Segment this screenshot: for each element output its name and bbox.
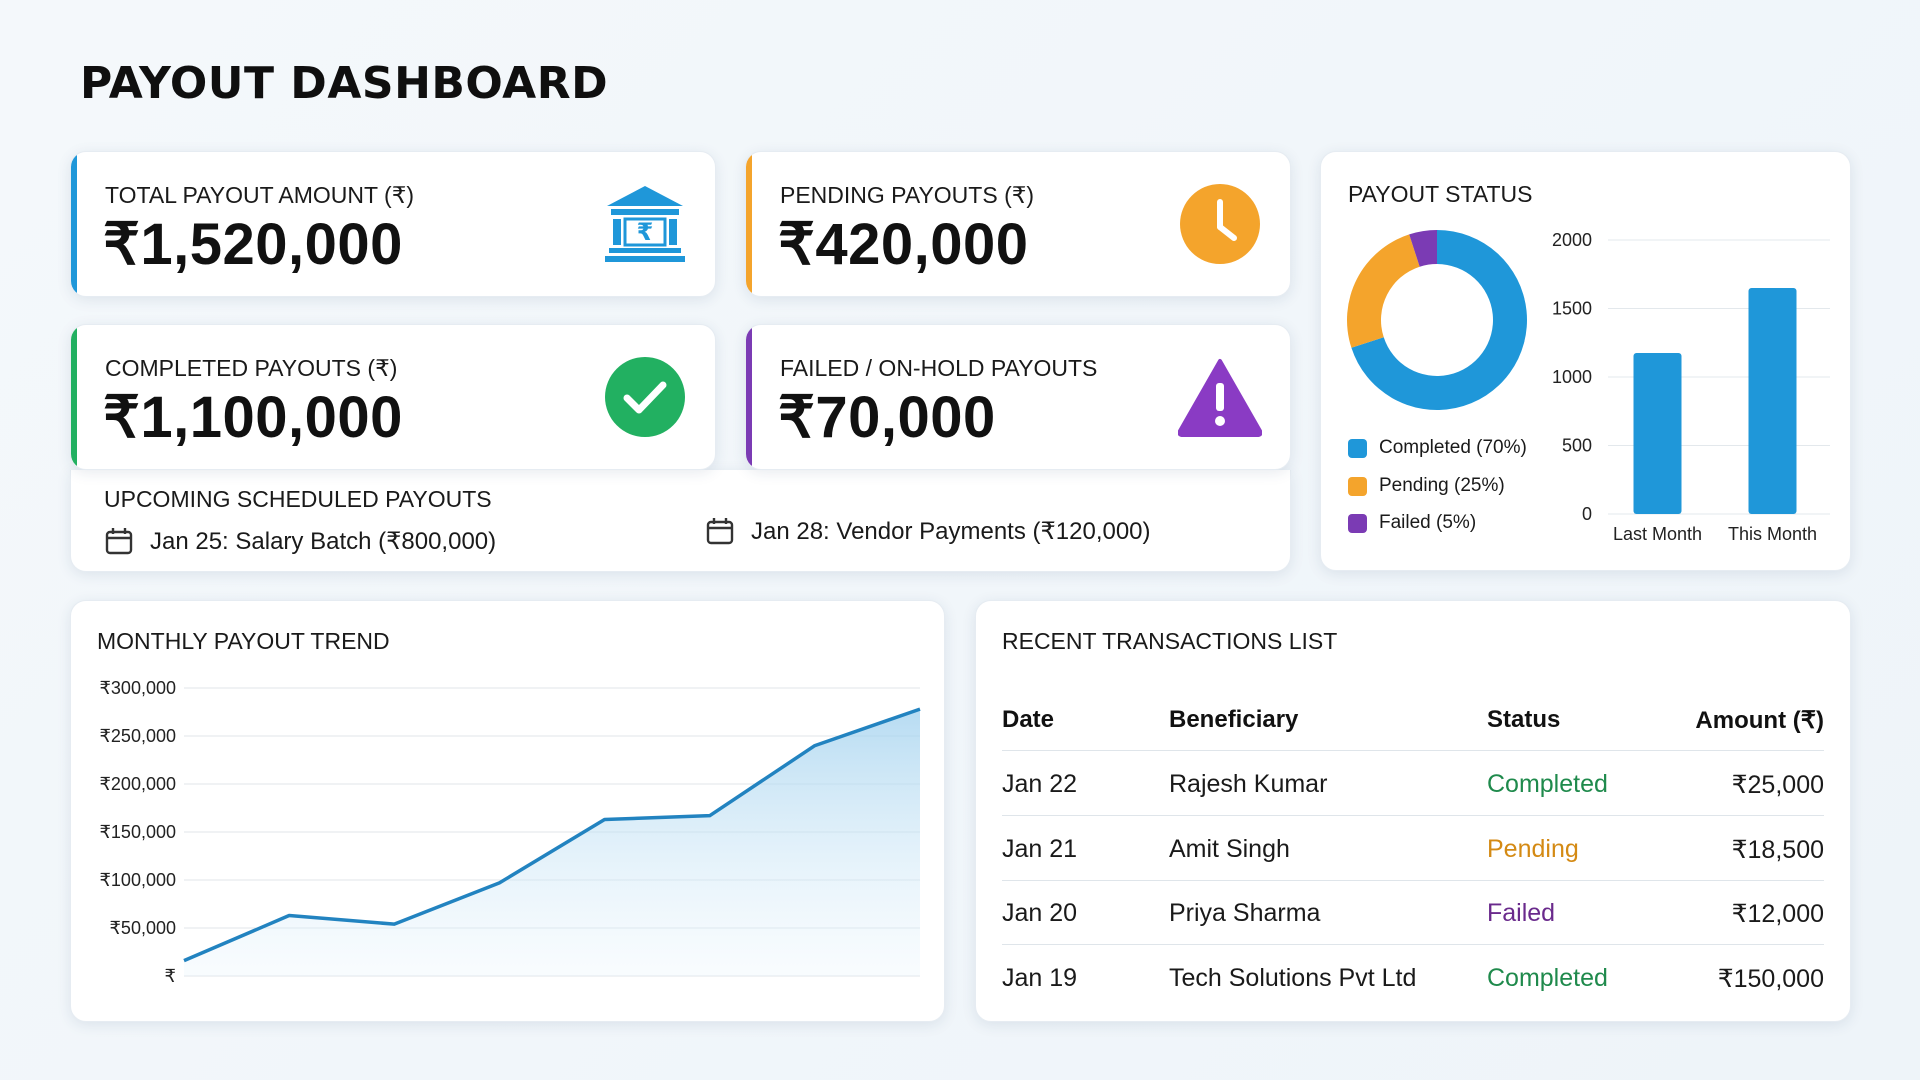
row-amount: ₹18,500 [1731, 835, 1824, 864]
legend-swatch [1348, 476, 1367, 496]
row-status: Completed [1487, 770, 1608, 798]
payout-status-title: PAYOUT STATUS [1348, 181, 1533, 207]
y-tick-label: ₹150,000 [99, 822, 176, 842]
clock-icon [1180, 184, 1260, 264]
svg-text:₹: ₹ [637, 218, 654, 246]
row-date: Jan 21 [1002, 834, 1078, 863]
legend-swatch [1348, 438, 1367, 458]
bar-0[interactable] [1633, 353, 1682, 514]
card-accent-stripe [746, 152, 752, 296]
total-payout-label: TOTAL PAYOUT AMOUNT (₹) [105, 182, 414, 208]
legend-item-completed: Completed (70%) [1348, 437, 1527, 459]
failed-payouts-value: ₹70,000 [778, 385, 996, 450]
completed-payouts-label: COMPLETED PAYOUTS (₹) [105, 355, 398, 381]
trend-area [184, 709, 920, 976]
row-amount: ₹12,000 [1731, 900, 1824, 928]
row-divider [1002, 750, 1824, 751]
scheduled-item[interactable]: Jan 28: Vendor Payments (₹120,000) [705, 516, 1151, 546]
monthly-trend-chart: ₹300,000 ₹250,000 ₹200,000 ₹150,000 ₹100,000… [99, 678, 921, 986]
failed-payouts-label: FAILED / ON-HOLD PAYOUTS [780, 355, 1098, 381]
y-tick-label: ₹50,000 [109, 918, 176, 938]
y-tick-label: ₹ [165, 966, 176, 986]
row-divider [1002, 944, 1824, 945]
row-divider [1002, 815, 1824, 816]
scheduled-item[interactable]: Jan 25: Salary Batch (₹800,000) [104, 526, 496, 556]
calendar-icon [706, 518, 734, 545]
bank-rupee-icon: ₹ [605, 186, 685, 262]
row-divider [1002, 879, 1824, 881]
y-tick-label: ₹250,000 [99, 726, 176, 746]
page-title: PAYOUT DASHBOARD [80, 58, 609, 109]
check-circle-icon [605, 357, 685, 437]
donut-slice-completed[interactable] [1351, 230, 1527, 410]
row-date: Jan 20 [1002, 899, 1078, 927]
bar-1[interactable] [1748, 287, 1797, 514]
row-date: Jan 19 [1002, 963, 1078, 992]
row-status: Failed [1487, 899, 1556, 927]
x-tick-label: This Month [1728, 524, 1817, 544]
warning-icon [1178, 359, 1262, 437]
scheduled-item-text: Jan 25: Salary Batch (₹800,000) [150, 527, 497, 555]
y-tick-label: ₹300,000 [99, 678, 176, 698]
column-header-beneficiary[interactable]: Beneficiary [1169, 706, 1299, 733]
legend-item-failed: Failed (5%) [1348, 512, 1476, 534]
legend-label: Completed (70%) [1379, 437, 1527, 458]
pending-payouts-value: ₹420,000 [778, 212, 1029, 277]
y-tick-label: 0 [1582, 504, 1592, 524]
y-tick-label: ₹100,000 [99, 870, 176, 890]
row-amount: ₹150,000 [1717, 964, 1824, 993]
row-date: Jan 22 [1002, 770, 1078, 798]
y-tick-label: 1000 [1552, 367, 1592, 387]
failed-payouts-card[interactable]: FAILED / ON-HOLD PAYOUTS ₹70,000 [745, 324, 1291, 470]
card-accent-stripe [746, 325, 752, 469]
scheduled-item-text: Jan 28: Vendor Payments (₹120,000) [751, 517, 1151, 545]
payout-comparison-bar-chart: 2000 1500 1000 500 0 Last Month This Month [1552, 230, 1830, 544]
pending-payouts-card[interactable]: PENDING PAYOUTS (₹) ₹420,000 [745, 151, 1291, 297]
row-status: Completed [1487, 963, 1608, 992]
y-tick-label: 500 [1562, 436, 1592, 456]
completed-payouts-value: ₹1,100,000 [103, 385, 403, 450]
completed-payouts-card[interactable]: COMPLETED PAYOUTS (₹) ₹1,100,000 [70, 324, 716, 470]
calendar-icon [105, 528, 133, 555]
column-header-amount[interactable]: Amount (₹) [1695, 707, 1824, 734]
row-amount: ₹25,000 [1731, 771, 1824, 799]
row-beneficiary: Amit Singh [1169, 834, 1290, 863]
row-beneficiary: Priya Sharma [1169, 899, 1321, 927]
recent-transactions-panel [975, 600, 1851, 1022]
row-status: Pending [1487, 834, 1579, 863]
monthly-trend-title: MONTHLY PAYOUT TREND [97, 628, 390, 654]
donut-slice-failed[interactable] [1409, 230, 1437, 267]
column-header-status[interactable]: Status [1487, 706, 1561, 733]
scheduled-payouts-title: UPCOMING SCHEDULED PAYOUTS [104, 486, 492, 512]
row-beneficiary: Rajesh Kumar [1169, 770, 1328, 798]
total-payout-value: ₹1,520,000 [103, 212, 403, 277]
legend-item-pending: Pending (25%) [1348, 475, 1505, 497]
pending-payouts-label: PENDING PAYOUTS (₹) [780, 182, 1035, 208]
column-header-date[interactable]: Date [1002, 706, 1055, 733]
donut-slice-pending[interactable] [1347, 234, 1420, 348]
card-accent-stripe [71, 152, 77, 296]
y-tick-label: ₹200,000 [99, 774, 176, 794]
y-tick-label: 1500 [1552, 299, 1592, 319]
x-tick-label: Last Month [1613, 524, 1702, 544]
legend-swatch [1348, 513, 1367, 533]
legend-label: Failed (5%) [1379, 512, 1477, 533]
total-payout-card[interactable]: TOTAL PAYOUT AMOUNT (₹) ₹1,520,000 ₹ [70, 151, 716, 297]
card-accent-stripe [71, 325, 77, 469]
recent-transactions-title: RECENT TRANSACTIONS LIST [1002, 628, 1338, 654]
row-beneficiary: Tech Solutions Pvt Ltd [1169, 963, 1417, 992]
y-tick-label: 2000 [1552, 230, 1592, 250]
legend-label: Pending (25%) [1379, 475, 1505, 496]
trend-line[interactable] [183, 707, 921, 963]
payout-status-donut [1347, 230, 1527, 410]
